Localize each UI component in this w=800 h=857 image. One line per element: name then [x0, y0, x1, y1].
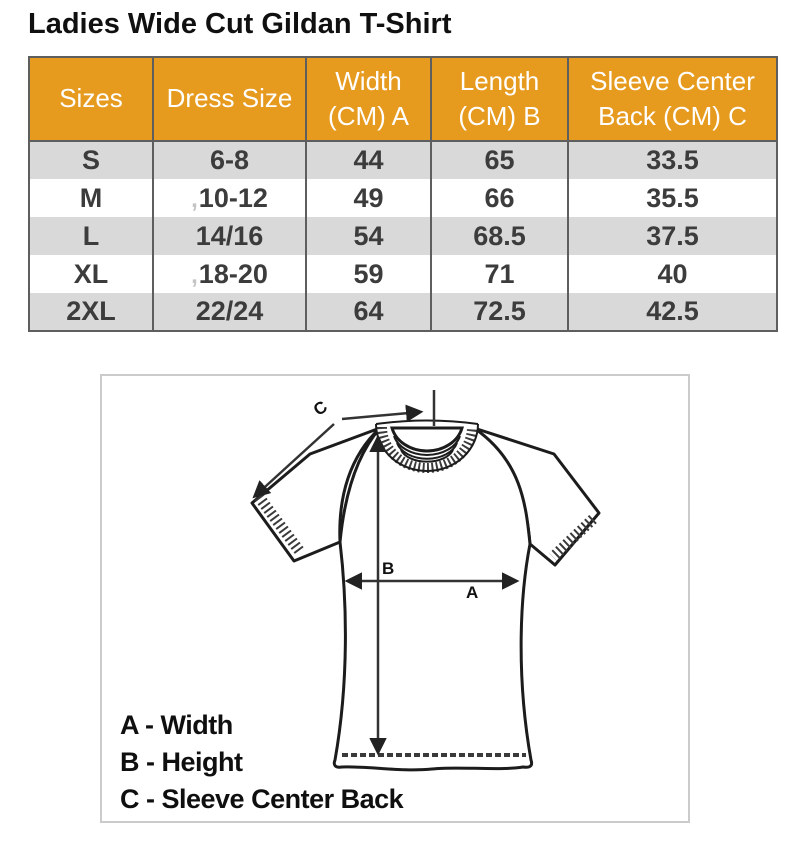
dress-size-cell: ,18-20	[152, 255, 306, 293]
dress-size-cell: ,10-12	[152, 179, 306, 217]
legend-width: A - Width	[120, 710, 233, 740]
column-header-sizes: Sizes	[29, 57, 153, 142]
sleeve-measure-arrow-top	[341, 404, 424, 422]
width-cell: 64	[305, 293, 431, 331]
legend-sleeve: C - Sleeve Center Back	[120, 784, 405, 814]
length-cell: 72.5	[430, 293, 568, 331]
size-cell: S	[29, 141, 153, 179]
dress-size-value: 10-12	[198, 182, 268, 213]
length-cell: 66	[430, 179, 568, 217]
dress-size-value: 18-20	[198, 258, 268, 289]
dress-size-cell: 6-8	[152, 141, 306, 179]
length-cell: 65	[430, 141, 568, 179]
sleeve-cell: 40	[567, 255, 777, 293]
sleeve-cell: 37.5	[567, 217, 777, 255]
width-cell: 59	[305, 255, 431, 293]
sleeve-measure-arrow-diagonal	[252, 423, 335, 499]
column-header-width: Width (CM) A	[305, 57, 431, 142]
column-header-sleeve: Sleeve Center Back (CM) C	[567, 57, 777, 142]
table-row: M ,10-12 49 66 35.5	[29, 179, 777, 217]
size-cell: 2XL	[29, 293, 153, 331]
diagram-legend: A - Width B - Height C - Sleeve Center B…	[120, 710, 405, 814]
size-cell: L	[29, 217, 153, 255]
column-header-length: Length (CM) B	[430, 57, 568, 142]
sleeve-cell: 35.5	[567, 179, 777, 217]
marker-a-label: A	[466, 583, 478, 602]
size-chart-table: Sizes Dress Size Width (CM) A Length (CM…	[28, 56, 778, 332]
tshirt-body	[332, 426, 534, 772]
table-header: Sizes Dress Size Width (CM) A Length (CM…	[29, 57, 777, 142]
dress-size-cell: 22/24	[152, 293, 306, 331]
marker-b-label: B	[382, 559, 394, 578]
width-cell: 54	[305, 217, 431, 255]
marker-c-label: C	[310, 397, 331, 420]
legend-height: B - Height	[120, 747, 243, 777]
column-header-dress-size: Dress Size	[152, 57, 306, 142]
table-row: L 14/16 54 68.5 37.5	[29, 217, 777, 255]
sleeve-cell: 42.5	[567, 293, 777, 331]
page-title: Ladies Wide Cut Gildan T-Shirt	[28, 8, 452, 40]
width-cell: 44	[305, 141, 431, 179]
table-row: XL ,18-20 59 71 40	[29, 255, 777, 293]
length-cell: 68.5	[430, 217, 568, 255]
tshirt-diagram-svg: A B C A - Width B - Height C - Sleeve Ce…	[120, 390, 601, 814]
sleeve-cell: 33.5	[567, 141, 777, 179]
size-cell: XL	[29, 255, 153, 293]
comma-artifact: ,	[191, 185, 198, 213]
comma-artifact: ,	[191, 261, 198, 289]
size-cell: M	[29, 179, 153, 217]
tshirt-left-sleeve	[250, 426, 382, 563]
length-cell: 71	[430, 255, 568, 293]
measurement-diagram: A B C A - Width B - Height C - Sleeve Ce…	[100, 374, 690, 823]
dress-size-cell: 14/16	[152, 217, 306, 255]
table-row: 2XL 22/24 64 72.5 42.5	[29, 293, 777, 331]
width-cell: 49	[305, 179, 431, 217]
measurement-arrows	[252, 390, 520, 756]
table-row: S 6-8 44 65 33.5	[29, 141, 777, 179]
